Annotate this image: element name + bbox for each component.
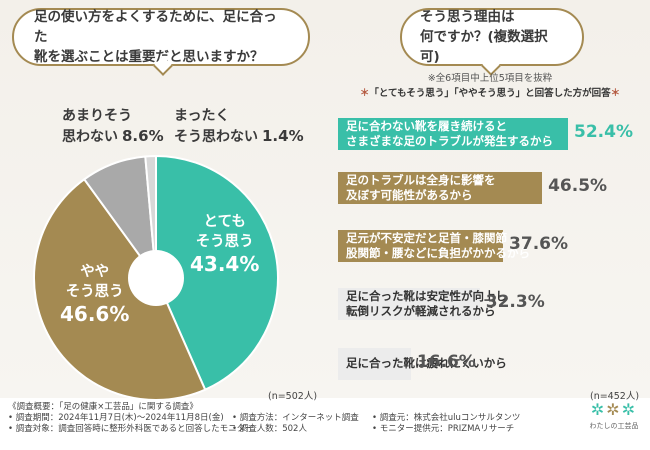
sample-size-left: (n=502人) xyxy=(268,391,318,402)
star-icon: ＊ xyxy=(359,88,370,99)
question-left-bubble: 足の使い方をよくするために、足に合った 靴を選ぶことは重要だと思いますか？ xyxy=(12,8,310,76)
bar-5-value: 16.6% xyxy=(416,352,476,372)
bar-2-label: 足のトラブルは全身に影響を 及ぼす可能性があるから xyxy=(346,173,496,203)
label-rarely: あまりそう 思わない 8.6% xyxy=(62,106,164,147)
sample-size-right: (n=452人) xyxy=(590,391,640,402)
bar-3-value: 37.6% xyxy=(509,234,569,254)
footer-period: • 調査期間：2024年11月7日(木)〜2024年11月8日(金) xyxy=(8,413,224,423)
bar-4 xyxy=(338,288,480,320)
question-right-bubble: そう思う理由は 何ですか？(複数選択可) xyxy=(400,8,584,76)
bar-3-label: 足元が不安定だと足首・膝関節・ 股関節・腰などに負担がかかるから xyxy=(346,231,530,261)
question-left-line1: 足の使い方をよくするために、足に合った xyxy=(34,9,277,45)
bar-1-line2: さまざまな足のトラブルが発生するから xyxy=(346,134,553,148)
bar-5 xyxy=(338,348,411,380)
pie-slice-1 xyxy=(155,154,279,391)
label-never-line2: そう思わない xyxy=(174,129,258,145)
footer-method: • 調査方法：インターネット調査 xyxy=(232,413,359,423)
question-right-line2: 何ですか？(複数選択可) xyxy=(420,29,548,65)
logo-mark-icon: ✲✲✲ xyxy=(590,400,638,419)
bar-2-value: 46.5% xyxy=(548,176,608,196)
star-icon: ＊ xyxy=(610,88,621,99)
bar-2-line1: 足のトラブルは全身に影響を xyxy=(346,173,496,187)
bar-4-label: 足に合った靴は安定性が向上し 転倒リスクが軽減されるから xyxy=(346,289,507,319)
label-some-line2: そう思う xyxy=(65,284,124,300)
note-respondents-text: 「とてもそう思う」「ややそう思う」と回答した方が回答 xyxy=(369,88,611,99)
bar-5-label: 足に合った靴は疲れにくいから xyxy=(346,356,507,371)
bar-3-line1: 足元が不安定だと足首・膝関節・ xyxy=(346,231,519,245)
label-rarely-pct: 8.6% xyxy=(122,127,164,145)
label-very: とても そう思う 43.4% xyxy=(190,212,259,274)
pie-slice-4 xyxy=(144,154,157,279)
logo-text: わたしの工芸品 xyxy=(589,422,639,430)
label-very-pct: 43.4% xyxy=(190,252,260,276)
label-rarely-line2-wrap: 思わない 8.6% xyxy=(62,126,164,147)
label-never: まったく そう思わない 1.4% xyxy=(174,106,304,147)
bar-2 xyxy=(338,172,543,204)
footer-title: 《調査概要：「足の健康×工芸品」に関する調査》 xyxy=(8,402,198,412)
bar-1-value: 52.4% xyxy=(574,122,633,142)
bar-2-line2: 及ぼす可能性があるから xyxy=(346,188,473,202)
bar-4-line1: 足に合った靴は安定性が向上し xyxy=(346,289,507,303)
question-left-line2: 靴を選ぶことは重要だと思いますか？ xyxy=(34,49,264,65)
label-rarely-line1: あまりそう xyxy=(62,108,132,124)
question-right-line1: そう思う理由は xyxy=(420,9,515,25)
bar-3-line2: 股関節・腰などに負担がかかるから xyxy=(346,246,530,260)
label-some: やや そう思う 46.6% xyxy=(60,262,129,324)
bar-4-value: 32.3% xyxy=(485,292,545,312)
brand-logo: ✲✲✲ わたしの工芸品 xyxy=(584,400,644,446)
bar-1-line1: 足に合わない靴を履き続けると xyxy=(346,119,507,133)
label-never-line1: まったく xyxy=(174,108,230,124)
bar-1 xyxy=(338,118,568,150)
pie-slice-2 xyxy=(33,177,207,401)
label-very-line1: とても xyxy=(203,214,246,230)
bar-1-label: 足に合わない靴を履き続けると さまざまな足のトラブルが発生するから xyxy=(346,119,553,149)
footer-details: • 調査期間：2024年11月7日(木)〜2024年11月8日(金) • 調査方… xyxy=(8,413,578,437)
label-some-pct: 46.6% xyxy=(60,302,130,326)
footer-target: • 調査対象：調査回答時に整形外科医であると回答したモニター xyxy=(8,424,254,434)
bar-4-line2: 転倒リスクが軽減されるから xyxy=(346,304,496,318)
bar-3 xyxy=(338,230,504,262)
bar-5-line1: 足に合った靴は疲れにくいから xyxy=(346,356,507,370)
footer-count: • 調査人数：502人 xyxy=(232,424,307,434)
survey-footer: 《調査概要：「足の健康×工芸品」に関する調査》 • 調査期間：2024年11月7… xyxy=(8,402,578,437)
label-some-line1: やや xyxy=(80,264,110,280)
footer-source: • 調査元：株式会社uluコンサルタンツ xyxy=(372,413,521,423)
pie-center-hole xyxy=(128,250,184,306)
label-never-pct: 1.4% xyxy=(262,127,304,145)
label-never-line2-wrap: そう思わない 1.4% xyxy=(174,126,304,147)
label-very-line2: そう思う xyxy=(195,234,254,250)
note-respondents: ＊「とてもそう思う」「ややそう思う」と回答した方が回答＊ xyxy=(330,85,650,99)
footer-monitor: • モニター提供元：PRIZMAリサーチ xyxy=(372,424,515,434)
label-rarely-line2: 思わない xyxy=(62,129,118,145)
note-top-items: ※全6項目中上位5項目を抜粋 xyxy=(427,73,553,84)
